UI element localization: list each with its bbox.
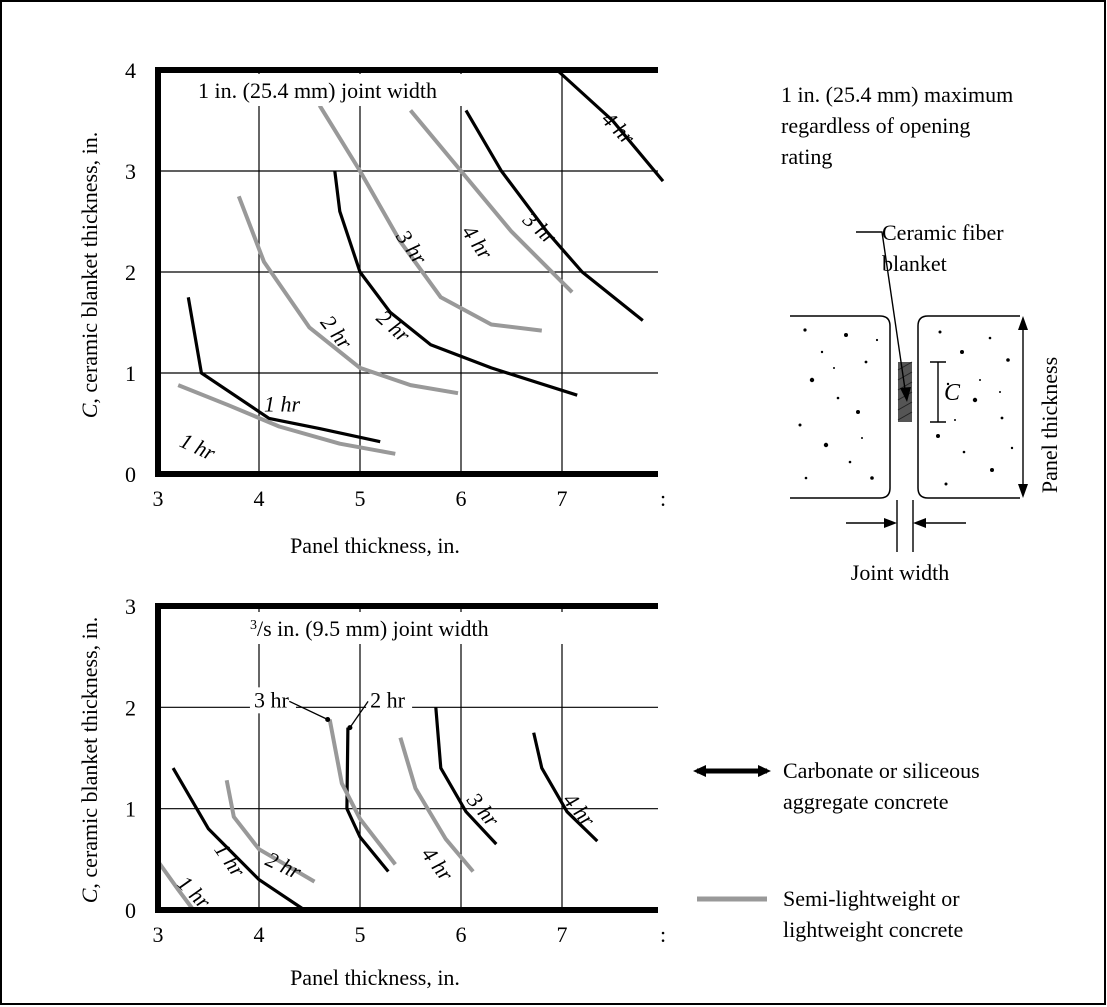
y-tick-label: 2 bbox=[125, 695, 136, 720]
series-lightweight-1hr bbox=[177, 383, 396, 456]
chart-title: 1 in. (25.4 mm) joint width bbox=[198, 78, 437, 103]
y-tick-label: 1 bbox=[125, 361, 136, 386]
callout-label: 3 hr bbox=[254, 687, 290, 712]
callout-bg bbox=[249, 687, 296, 714]
series-carbonate-2hr bbox=[333, 170, 578, 397]
y-tick-label: 4 bbox=[125, 58, 136, 83]
curve-label: 1 hr bbox=[264, 391, 301, 416]
x-tick-label: 5 bbox=[355, 486, 366, 511]
max-joint-note: 1 in. (25.4 mm) maximum regardless of op… bbox=[781, 82, 1013, 169]
series-carbonate-3hr bbox=[434, 707, 498, 846]
callout-bg bbox=[366, 687, 413, 714]
series-lightweight-3hr bbox=[317, 104, 543, 333]
series-lightweight-3hr bbox=[327, 719, 397, 866]
chart-axes bbox=[155, 603, 658, 913]
chart-title-bg bbox=[240, 612, 585, 644]
series-lightweight-4hr bbox=[408, 109, 574, 294]
chart-series-group bbox=[156, 707, 599, 912]
axis-frame bbox=[155, 67, 658, 477]
chart-tick-labels: 3 4 5 6 7: 0 1 2 3 bbox=[125, 594, 666, 947]
legend-item-lightweight: Semi-lightweight or lightweight concrete bbox=[697, 886, 963, 942]
series-lightweight-4hr bbox=[398, 737, 475, 873]
arrowhead bbox=[900, 387, 911, 402]
legend: Carbonate or siliceous aggregate concret… bbox=[693, 758, 980, 942]
x-tick-label: 5 bbox=[355, 922, 366, 947]
legend-label-line: Carbonate or siliceous bbox=[783, 758, 980, 783]
legend-label-line: Semi-lightweight or bbox=[783, 886, 960, 911]
joint-detail: C Panel thickness Joint width Ceramic fi… bbox=[790, 220, 1062, 585]
y-tick-label: 3 bbox=[125, 594, 136, 619]
x-tick-label: 4 bbox=[254, 922, 265, 947]
y-tick-label: 0 bbox=[125, 462, 136, 487]
series-carbonate-3hr bbox=[464, 109, 644, 322]
x-tick-label: 7 bbox=[557, 922, 568, 947]
note-line: regardless of opening bbox=[781, 113, 970, 138]
chart-grid bbox=[158, 70, 658, 474]
callout-leader bbox=[349, 700, 369, 728]
series-carbonate-4hr bbox=[532, 732, 599, 843]
panel-thickness-label: Panel thickness bbox=[1037, 357, 1062, 493]
right-panel bbox=[917, 315, 1020, 499]
callout-arrow-tip bbox=[325, 716, 331, 722]
chart-series-group bbox=[177, 68, 665, 456]
x-tick-label: : bbox=[660, 922, 666, 947]
series-carbonate-1hr bbox=[171, 767, 306, 912]
y-tick-label: 3 bbox=[125, 159, 136, 184]
x-tick-label: : bbox=[660, 486, 666, 511]
series-lightweight-2hr bbox=[236, 195, 459, 396]
chart-title: 3/s in. (9.5 mm) joint width bbox=[250, 616, 489, 641]
legend-item-carbonate: Carbonate or siliceous aggregate concret… bbox=[693, 758, 980, 814]
note-line: rating bbox=[781, 144, 832, 169]
series-lightweight-1hr bbox=[156, 860, 196, 912]
c-dimension bbox=[930, 361, 946, 423]
y-tick-label: 2 bbox=[125, 260, 136, 285]
chart-tick-labels: 3 4 5 6 7: 0 1 2 3 4 bbox=[125, 58, 666, 511]
callout-arrow-tip bbox=[347, 725, 353, 731]
series-lightweight-2hr bbox=[224, 779, 316, 884]
callout-label: 2 hr bbox=[370, 687, 406, 712]
arrowhead bbox=[884, 518, 926, 528]
chart-ylabel: C, ceramic blanket thickness, in. bbox=[77, 617, 102, 904]
x-tick-label: 6 bbox=[456, 922, 467, 947]
chart-xlabel: Panel thickness, in. bbox=[290, 533, 460, 558]
x-tick-label: 3 bbox=[153, 922, 164, 947]
fiber-label-line: blanket bbox=[882, 251, 947, 276]
fiber-leader-line bbox=[856, 231, 907, 397]
joint-width-label: Joint width bbox=[851, 560, 949, 585]
chart-title-bg bbox=[188, 74, 558, 106]
fiber-label-line: Ceramic fiber bbox=[882, 220, 1004, 245]
left-panel bbox=[790, 315, 891, 499]
series-carbonate-2hr bbox=[345, 727, 390, 873]
note-line: 1 in. (25.4 mm) maximum bbox=[781, 82, 1013, 107]
series-carbonate-1hr bbox=[186, 297, 381, 444]
x-tick-label: 3 bbox=[153, 486, 164, 511]
x-tick-label: 7 bbox=[557, 486, 568, 511]
legend-label-line: lightweight concrete bbox=[783, 917, 963, 942]
chart-xlabel: Panel thickness, in. bbox=[290, 965, 460, 990]
joint-width-extension-lines bbox=[896, 500, 914, 552]
x-tick-label: 4 bbox=[254, 486, 265, 511]
legend-label-line: aggregate concrete bbox=[783, 789, 949, 814]
y-tick-label: 1 bbox=[125, 797, 136, 822]
aggregate-speckle bbox=[798, 328, 1014, 486]
y-tick-label: 0 bbox=[125, 898, 136, 923]
c-dimension-label: C bbox=[944, 380, 961, 406]
callout-leader bbox=[289, 700, 328, 721]
chart-ylabel: C, ceramic blanket thickness, in. bbox=[77, 132, 102, 419]
x-tick-label: 6 bbox=[456, 486, 467, 511]
axis-frame bbox=[155, 603, 658, 913]
chart-axes bbox=[155, 67, 658, 477]
series-carbonate-4hr bbox=[555, 68, 665, 183]
